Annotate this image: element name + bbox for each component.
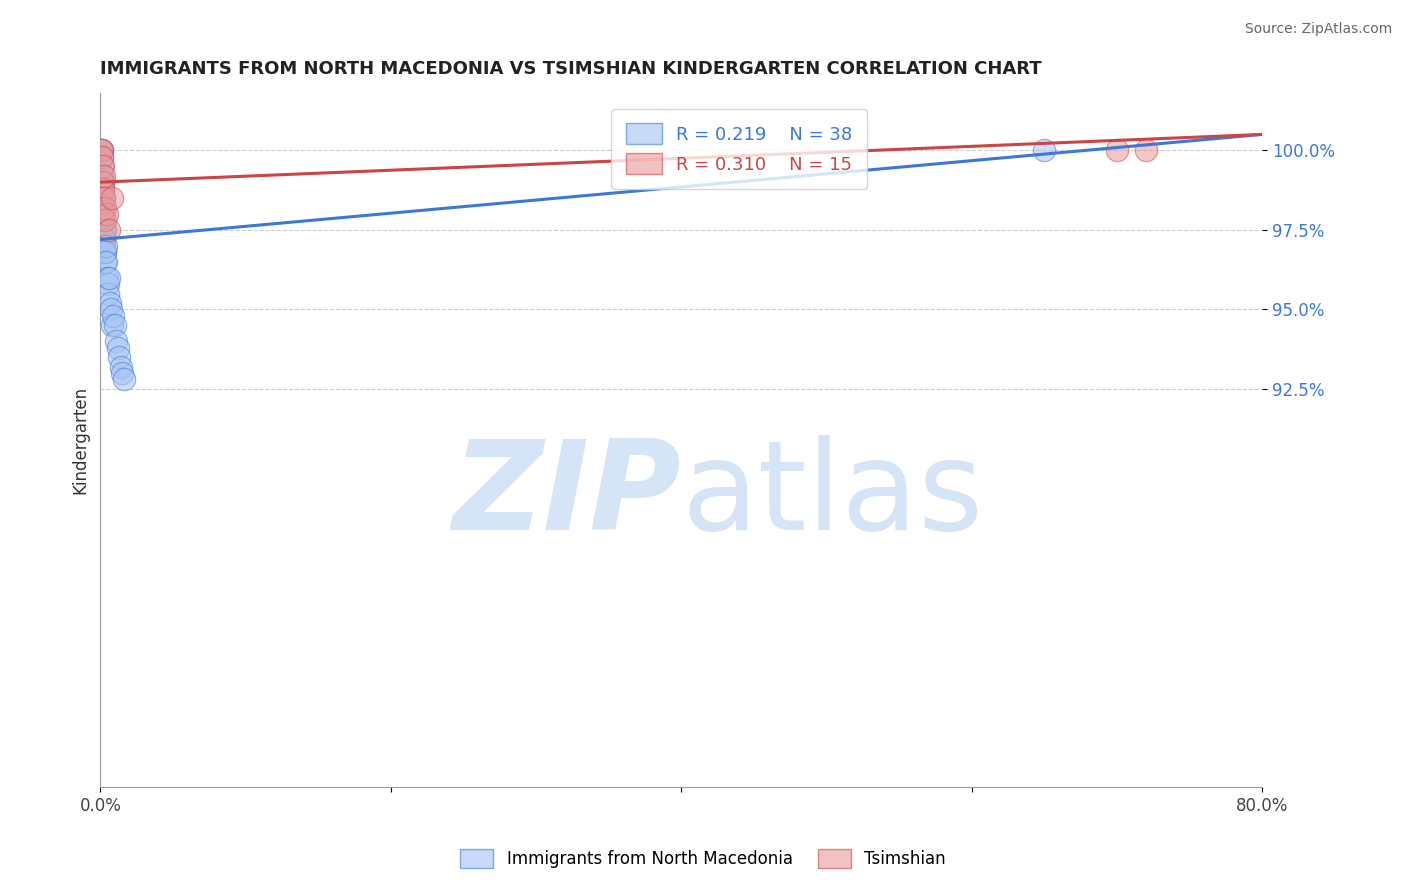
Legend: R = 0.219    N = 38, R = 0.310    N = 15: R = 0.219 N = 38, R = 0.310 N = 15 xyxy=(612,109,868,188)
Point xyxy=(98,223,121,237)
Point xyxy=(93,191,115,205)
Point xyxy=(90,150,112,164)
Point xyxy=(107,341,129,355)
Point xyxy=(90,150,112,164)
Point xyxy=(91,207,114,221)
Text: atlas: atlas xyxy=(681,435,983,556)
Point xyxy=(90,144,112,158)
Point xyxy=(98,270,121,285)
Point xyxy=(91,213,114,227)
Point xyxy=(91,181,114,195)
Point xyxy=(90,144,112,158)
Point xyxy=(111,366,134,380)
Point xyxy=(91,175,114,189)
Point xyxy=(93,223,115,237)
Point xyxy=(94,239,117,253)
Point xyxy=(90,159,112,173)
Point xyxy=(105,334,128,349)
Point xyxy=(1135,144,1157,158)
Point xyxy=(96,270,118,285)
Legend: Immigrants from North Macedonia, Tsimshian: Immigrants from North Macedonia, Tsimshi… xyxy=(453,842,953,875)
Point xyxy=(94,245,117,260)
Point xyxy=(103,309,125,323)
Point xyxy=(91,181,114,195)
Point xyxy=(104,318,127,333)
Text: Source: ZipAtlas.com: Source: ZipAtlas.com xyxy=(1244,22,1392,37)
Point xyxy=(1105,144,1128,158)
Point xyxy=(108,350,131,364)
Point xyxy=(93,169,115,183)
Y-axis label: Kindergarten: Kindergarten xyxy=(72,386,89,494)
Point xyxy=(110,359,132,374)
Point xyxy=(91,159,114,173)
Point xyxy=(100,302,122,317)
Point xyxy=(93,232,115,246)
Point xyxy=(97,277,120,291)
Point xyxy=(93,191,115,205)
Point xyxy=(90,144,112,158)
Point xyxy=(93,201,115,215)
Point xyxy=(94,254,117,268)
Point xyxy=(91,169,114,183)
Point xyxy=(93,223,115,237)
Text: IMMIGRANTS FROM NORTH MACEDONIA VS TSIMSHIAN KINDERGARTEN CORRELATION CHART: IMMIGRANTS FROM NORTH MACEDONIA VS TSIMS… xyxy=(100,60,1042,78)
Point xyxy=(91,201,114,215)
Point xyxy=(1033,144,1056,158)
Point xyxy=(98,296,121,310)
Point xyxy=(101,191,124,205)
Point xyxy=(91,175,114,189)
Text: ZIP: ZIP xyxy=(453,435,681,556)
Point xyxy=(91,191,114,205)
Point xyxy=(91,175,114,189)
Point xyxy=(97,286,120,301)
Point xyxy=(93,245,115,260)
Point xyxy=(96,207,118,221)
Point xyxy=(96,254,118,268)
Point xyxy=(93,239,115,253)
Point xyxy=(94,213,117,227)
Point xyxy=(90,144,112,158)
Point xyxy=(101,318,124,333)
Point xyxy=(112,372,135,386)
